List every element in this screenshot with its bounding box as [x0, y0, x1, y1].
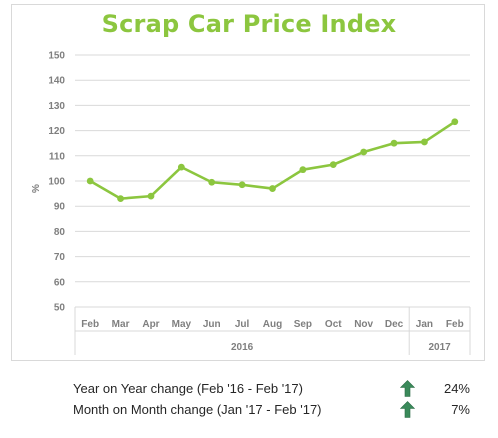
- y-tick-label: 110: [49, 151, 66, 162]
- summary-label: Year on Year change (Feb '16 - Feb '17): [73, 381, 303, 396]
- x-tick-label: Dec: [385, 319, 404, 330]
- x-tick-label: Feb: [81, 319, 99, 330]
- data-point: [329, 161, 337, 169]
- x-group-label: 2017: [428, 342, 451, 353]
- x-tick-label: Mar: [112, 319, 130, 330]
- data-point: [177, 163, 185, 171]
- summary-label: Month on Month change (Jan '17 - Feb '17…: [73, 402, 322, 417]
- y-tick-label: 130: [48, 101, 65, 112]
- y-tick-label: 100: [48, 177, 65, 188]
- y-tick-label: 150: [48, 51, 65, 62]
- x-tick-label: Nov: [354, 319, 373, 330]
- x-tick-label: Feb: [446, 319, 464, 330]
- summary-value: 24%: [443, 381, 470, 396]
- data-point: [390, 139, 398, 147]
- y-tick-label: 140: [48, 76, 65, 87]
- data-point: [208, 178, 216, 186]
- x-tick-label: May: [172, 319, 192, 330]
- data-point: [269, 185, 276, 192]
- x-tick-label: Sep: [294, 319, 312, 330]
- x-tick-label: Jun: [203, 319, 221, 330]
- data-point: [86, 177, 94, 185]
- data-point: [421, 138, 428, 146]
- data-point: [360, 148, 368, 156]
- x-tick-label: Oct: [325, 319, 342, 330]
- summary-row-yoy: Year on Year change (Feb '16 - Feb '17) …: [73, 380, 483, 399]
- data-point: [147, 192, 155, 200]
- summary-row-mom: Month on Month change (Jan '17 - Feb '17…: [73, 401, 483, 420]
- chart-title: Scrap Car Price Index: [101, 10, 397, 38]
- y-axis-label: %: [31, 184, 42, 193]
- data-point: [299, 166, 307, 174]
- x-tick-label: Apr: [142, 319, 159, 330]
- y-tick-label: 70: [54, 252, 66, 263]
- y-tick-label: 120: [48, 126, 65, 137]
- data-point: [451, 118, 459, 126]
- data-point: [238, 181, 246, 189]
- y-tick-label: 60: [54, 277, 66, 288]
- summary-value: 7%: [451, 402, 470, 417]
- y-tick-label: 90: [54, 202, 66, 213]
- y-tick-label: 80: [54, 227, 66, 238]
- line-chart: 150 140 130 120 110 100 90 80 70 60 50% Feb Mar Apr Ma…: [31, 51, 471, 355]
- x-tick-label: Aug: [263, 319, 282, 330]
- x-tick-label: Jan: [416, 319, 433, 330]
- up-arrow-icon: [400, 380, 415, 397]
- up-arrow-icon: [400, 401, 415, 418]
- data-point: [117, 195, 124, 203]
- y-tick-label: 50: [54, 303, 66, 314]
- x-group-label: 2016: [231, 342, 254, 353]
- x-tick-label: Jul: [235, 319, 250, 330]
